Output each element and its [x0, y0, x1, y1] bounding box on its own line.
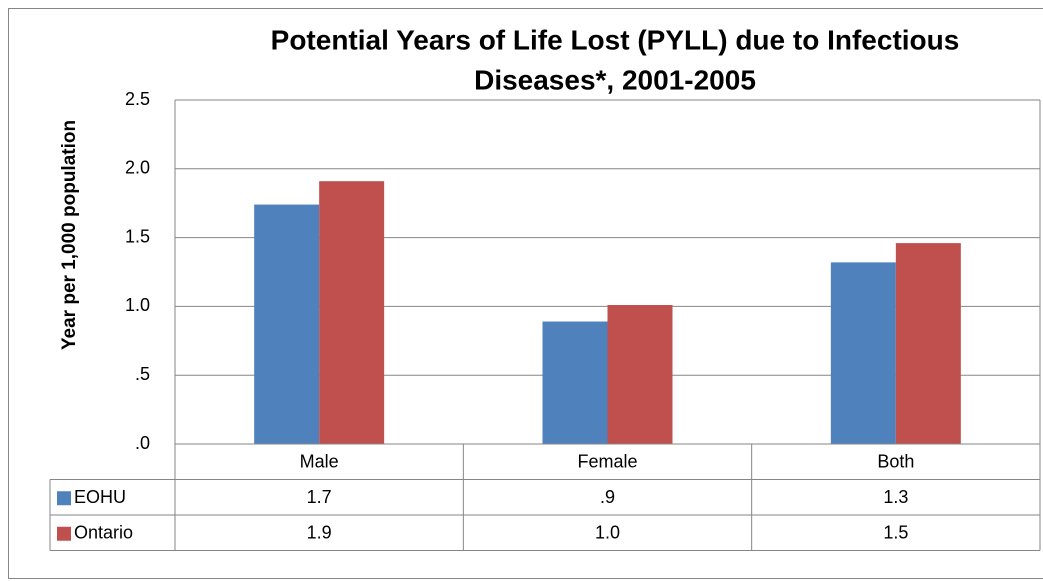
y-tick-label: 2.0 — [125, 158, 150, 178]
bar — [254, 204, 320, 444]
x-tick-label: Male — [300, 452, 339, 472]
bar — [319, 181, 385, 444]
bar — [895, 243, 961, 444]
table-value: 1.5 — [883, 523, 908, 543]
table-value: 1.9 — [307, 523, 332, 543]
legend-label: EOHU — [74, 487, 126, 507]
chart-title: Diseases*, 2001-2005 — [474, 64, 756, 95]
legend-label: Ontario — [74, 523, 133, 543]
table-value: 1.0 — [595, 523, 620, 543]
chart-title: Potential Years of Life Lost (PYLL) due … — [271, 24, 960, 55]
y-tick-label: 1.5 — [125, 226, 150, 246]
y-tick-label: 2.5 — [125, 89, 150, 109]
legend-swatch — [57, 491, 71, 506]
y-tick-label: .0 — [135, 433, 150, 453]
y-axis-label: Year per 1,000 population — [59, 120, 80, 350]
bar — [830, 262, 896, 444]
y-tick-label: .5 — [135, 364, 150, 384]
table-value: .9 — [600, 487, 615, 507]
bar — [542, 321, 608, 444]
x-tick-label: Both — [877, 452, 914, 472]
bar — [607, 305, 673, 444]
table-value: 1.7 — [307, 487, 332, 507]
y-tick-label: 1.0 — [125, 295, 150, 315]
x-tick-label: Female — [577, 452, 637, 472]
legend-swatch — [57, 526, 71, 541]
table-value: 1.3 — [883, 487, 908, 507]
